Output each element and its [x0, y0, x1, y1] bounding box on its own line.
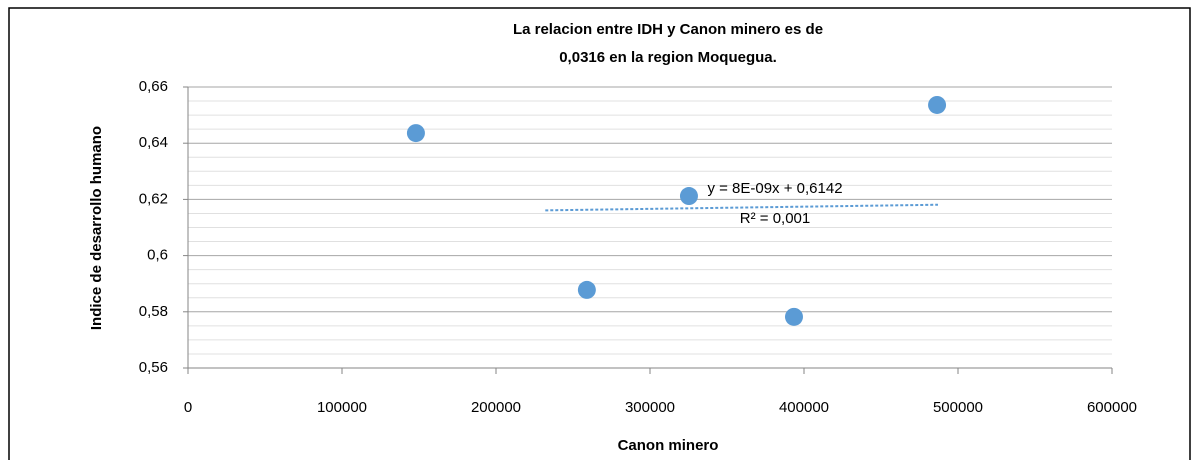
- point: [679, 187, 698, 206]
- y-tick-label: 0,64: [139, 134, 168, 151]
- x-tick-label: 0: [184, 399, 192, 416]
- y-tick-label: 0,58: [139, 303, 168, 320]
- x-tick-label: 300000: [625, 399, 675, 416]
- chart-title: La relacion entre IDH y Canon minero es …: [513, 21, 823, 38]
- point: [928, 95, 947, 114]
- chart-frame: [8, 7, 1191, 465]
- y-tick-label: 0,56: [139, 359, 168, 376]
- x-tick-label: 100000: [317, 399, 367, 416]
- x-tick-label: 400000: [779, 399, 829, 416]
- trendline-equation: y = 8E-09x + 0,6142: [707, 180, 842, 197]
- chart-title: 0,0316 en la region Moquegua.: [559, 49, 777, 66]
- x-axis-title: Canon minero: [618, 437, 719, 454]
- trendline-r2: R² = 0,001: [740, 210, 810, 227]
- trendline: [545, 203, 938, 212]
- x-tick-label: 500000: [933, 399, 983, 416]
- x-tick-label: 200000: [471, 399, 521, 416]
- point: [406, 124, 425, 143]
- y-tick-label: 0,6: [147, 247, 168, 264]
- x-tick-label: 600000: [1087, 399, 1137, 416]
- y-axis-title: Indice de desarrollo humano: [88, 126, 105, 330]
- y-tick-label: 0,62: [139, 190, 168, 207]
- y-tick-label: 0,66: [139, 78, 168, 95]
- point: [784, 307, 803, 326]
- point: [577, 280, 596, 299]
